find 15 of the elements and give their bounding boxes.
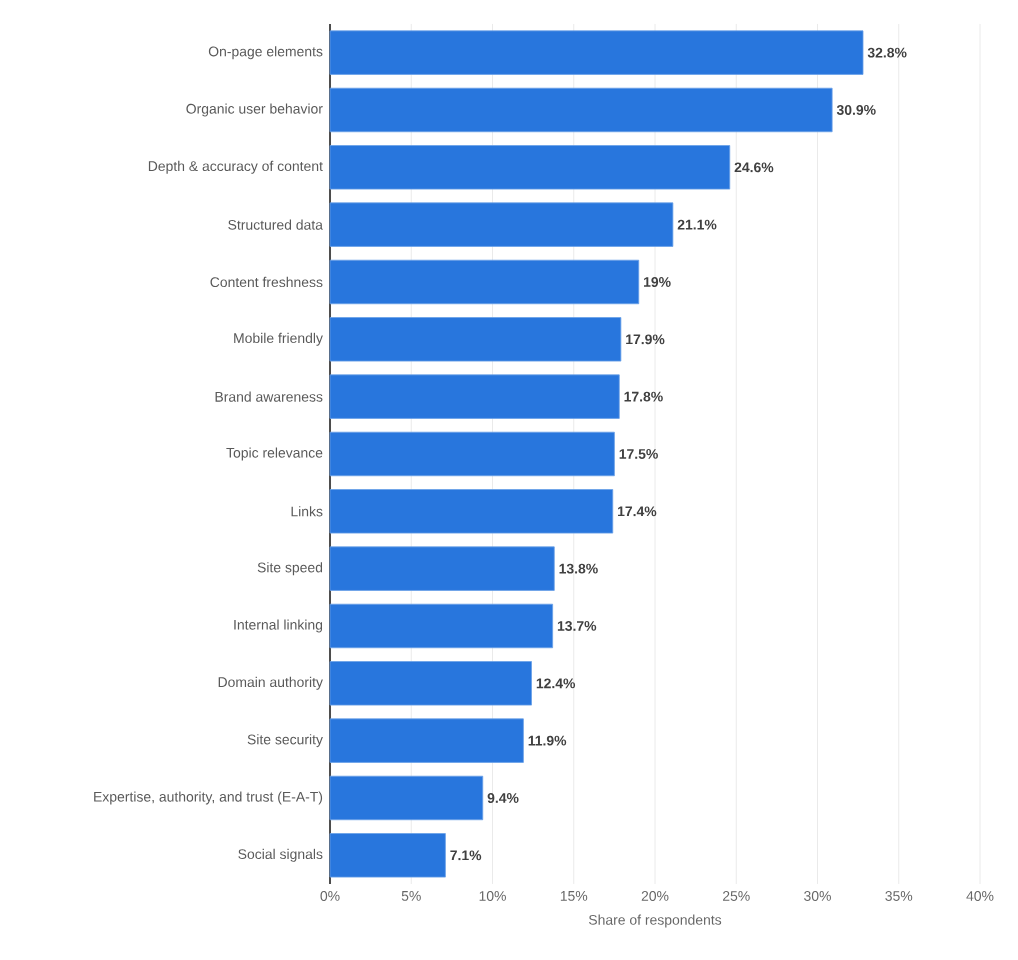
bar xyxy=(329,546,555,591)
bar xyxy=(329,431,615,477)
bar xyxy=(329,145,731,190)
bar xyxy=(329,775,484,821)
bar xyxy=(329,718,524,763)
bar xyxy=(329,202,674,247)
bar xyxy=(329,259,640,305)
bar xyxy=(329,661,532,706)
bar xyxy=(329,603,554,649)
bar xyxy=(329,87,833,133)
bar xyxy=(329,317,622,362)
bar xyxy=(329,30,864,75)
bar xyxy=(329,833,446,878)
bar xyxy=(329,374,620,419)
bar xyxy=(329,489,614,534)
